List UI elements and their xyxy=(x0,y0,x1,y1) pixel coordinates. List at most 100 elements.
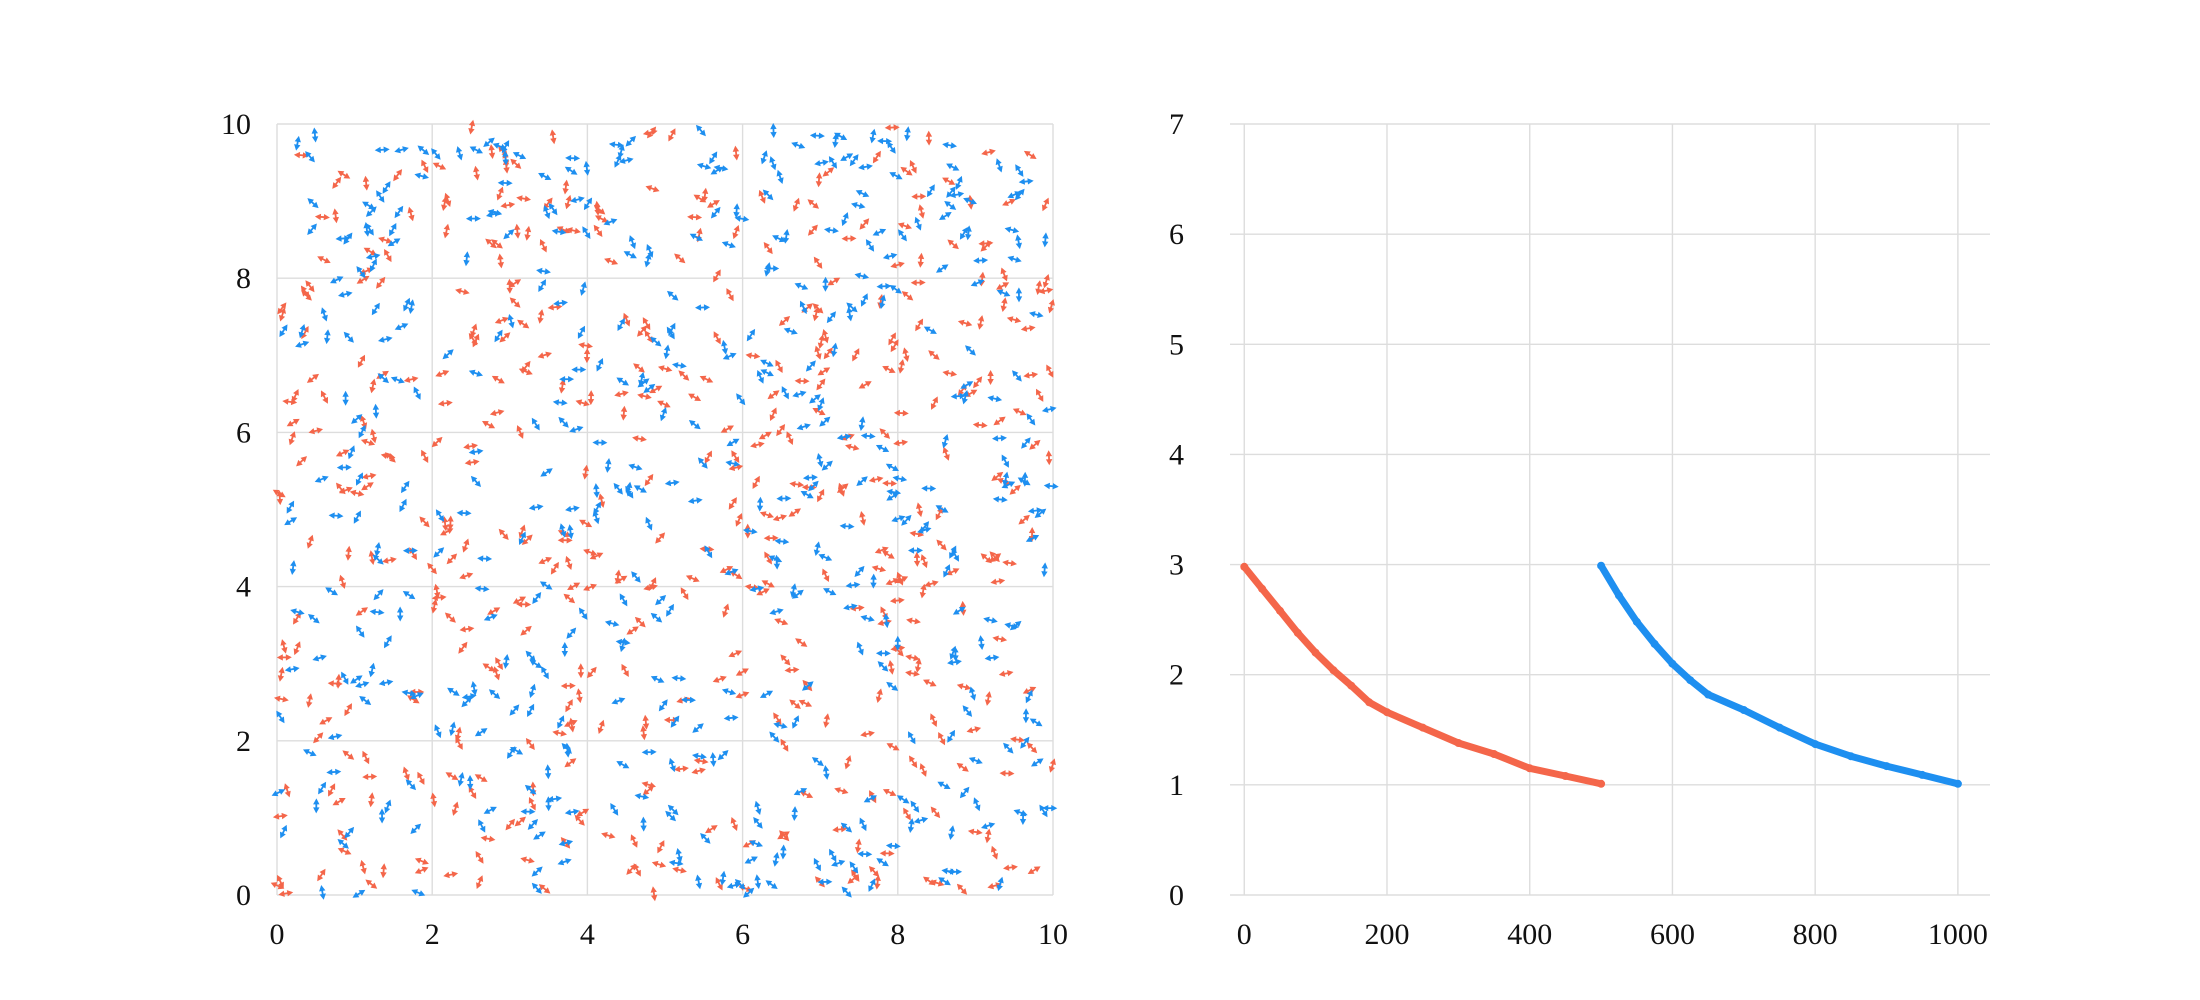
arrow-tail-head xyxy=(401,689,408,696)
arrow-tail-head xyxy=(566,227,573,234)
arrow-head xyxy=(729,352,737,359)
arrow-marker xyxy=(356,625,365,638)
arrow-tail-head xyxy=(570,168,578,175)
arrow-tail-head xyxy=(561,651,568,657)
arrow-marker xyxy=(1015,164,1024,177)
arrow-head xyxy=(368,203,375,210)
arrow-marker xyxy=(859,218,870,230)
arrow-tail-head xyxy=(592,439,599,446)
arrow-head xyxy=(877,476,884,483)
arrow-tail-head xyxy=(345,464,352,471)
arrow-tail-head xyxy=(347,452,354,460)
arrow-tail-head xyxy=(509,709,516,716)
arrow-marker xyxy=(984,654,1000,662)
arrow-head xyxy=(808,484,815,492)
arrow-tail-head xyxy=(634,576,641,583)
arrow-tail-head xyxy=(845,755,852,762)
arrow-marker xyxy=(525,738,535,750)
arrow-tail-head xyxy=(733,154,740,161)
arrow-tail-head xyxy=(414,857,422,864)
arrow-tail-head xyxy=(402,146,409,153)
arrow-tail-head xyxy=(502,150,509,157)
arrow-tail-head xyxy=(713,164,720,172)
arrow-head xyxy=(756,505,764,512)
arrow-tail-head xyxy=(849,861,856,868)
arrow-tail-head xyxy=(783,538,790,545)
arrow-tail-head xyxy=(513,301,521,308)
arrow-head xyxy=(976,376,983,383)
arrow-marker xyxy=(967,828,983,836)
arrow-head xyxy=(920,583,927,591)
arrow-tail-head xyxy=(319,885,326,892)
arrow-tail-head xyxy=(696,235,703,241)
arrow-marker xyxy=(700,833,711,844)
arrow-tail-head xyxy=(342,678,349,685)
y-tick-label: 2 xyxy=(236,725,251,758)
arrow-marker xyxy=(579,281,587,296)
arrow-marker xyxy=(667,290,679,301)
arrow-tail-head xyxy=(434,724,441,732)
arrow-marker xyxy=(681,696,696,704)
arrow-marker xyxy=(827,277,841,286)
arrow-tail-head xyxy=(992,635,999,642)
arrow-marker xyxy=(463,442,478,450)
arrow-tail-head xyxy=(477,875,484,882)
arrow-tail-head xyxy=(868,866,876,873)
arrow-tail-head xyxy=(663,716,670,724)
arrow-head xyxy=(852,866,859,874)
arrow-marker xyxy=(876,858,889,867)
arrow-tail-head xyxy=(959,392,966,400)
arrow-head xyxy=(507,752,513,759)
arrow-tail-head xyxy=(860,432,867,440)
arrow-head xyxy=(845,826,853,833)
arrow-head xyxy=(885,283,892,290)
arrow-marker xyxy=(463,251,471,267)
arrow-tail-head xyxy=(825,555,833,561)
arrow-head xyxy=(732,145,740,152)
arrow-tail-head xyxy=(486,555,493,562)
arrow-tail-head xyxy=(779,424,786,431)
arrow-head xyxy=(672,866,679,873)
arrow-marker xyxy=(889,285,902,294)
arrow-marker xyxy=(1015,287,1023,303)
arrow-tail-head xyxy=(843,604,850,611)
arrow-marker xyxy=(845,581,861,589)
arrow-tail-head xyxy=(368,800,375,808)
arrow-tail-head xyxy=(911,193,918,200)
arrow-tail-head xyxy=(507,314,514,321)
arrow-marker xyxy=(469,146,483,154)
arrow-marker xyxy=(667,804,679,816)
arrow-marker xyxy=(531,417,540,431)
arrow-head xyxy=(503,332,511,339)
arrow-head xyxy=(668,603,674,611)
arrow-tail-head xyxy=(882,365,889,372)
arrow-tail-head xyxy=(650,675,658,682)
arrow-marker xyxy=(674,253,686,264)
arrow-head xyxy=(780,738,787,746)
arrow-head xyxy=(1023,736,1030,744)
arrow-tail-head xyxy=(673,479,680,486)
arrow-marker xyxy=(925,130,933,146)
arrow-marker xyxy=(505,818,515,831)
arrow-marker xyxy=(1002,559,1017,567)
arrow-head xyxy=(1029,418,1036,426)
arrow-marker xyxy=(589,552,604,560)
arrow-tail-head xyxy=(564,761,572,768)
arrow-marker xyxy=(894,635,901,651)
arrow-head xyxy=(915,658,922,665)
arrow-head xyxy=(483,615,491,621)
arrow-marker xyxy=(440,528,454,536)
arrow-head xyxy=(907,826,915,833)
arrow-tail-head xyxy=(345,545,352,553)
arrow-head xyxy=(991,845,997,853)
arrow-head xyxy=(876,858,884,864)
arrow-tail-head xyxy=(885,463,893,470)
arrow-tail-head xyxy=(987,883,994,890)
arrow-tail-head xyxy=(962,765,969,772)
arrow-head xyxy=(370,472,377,480)
arrow-tail-head xyxy=(307,198,314,205)
arrow-marker xyxy=(928,350,940,360)
arrow-tail-head xyxy=(316,732,324,739)
arrow-tail-head xyxy=(832,227,839,234)
arrow-marker xyxy=(305,151,315,163)
